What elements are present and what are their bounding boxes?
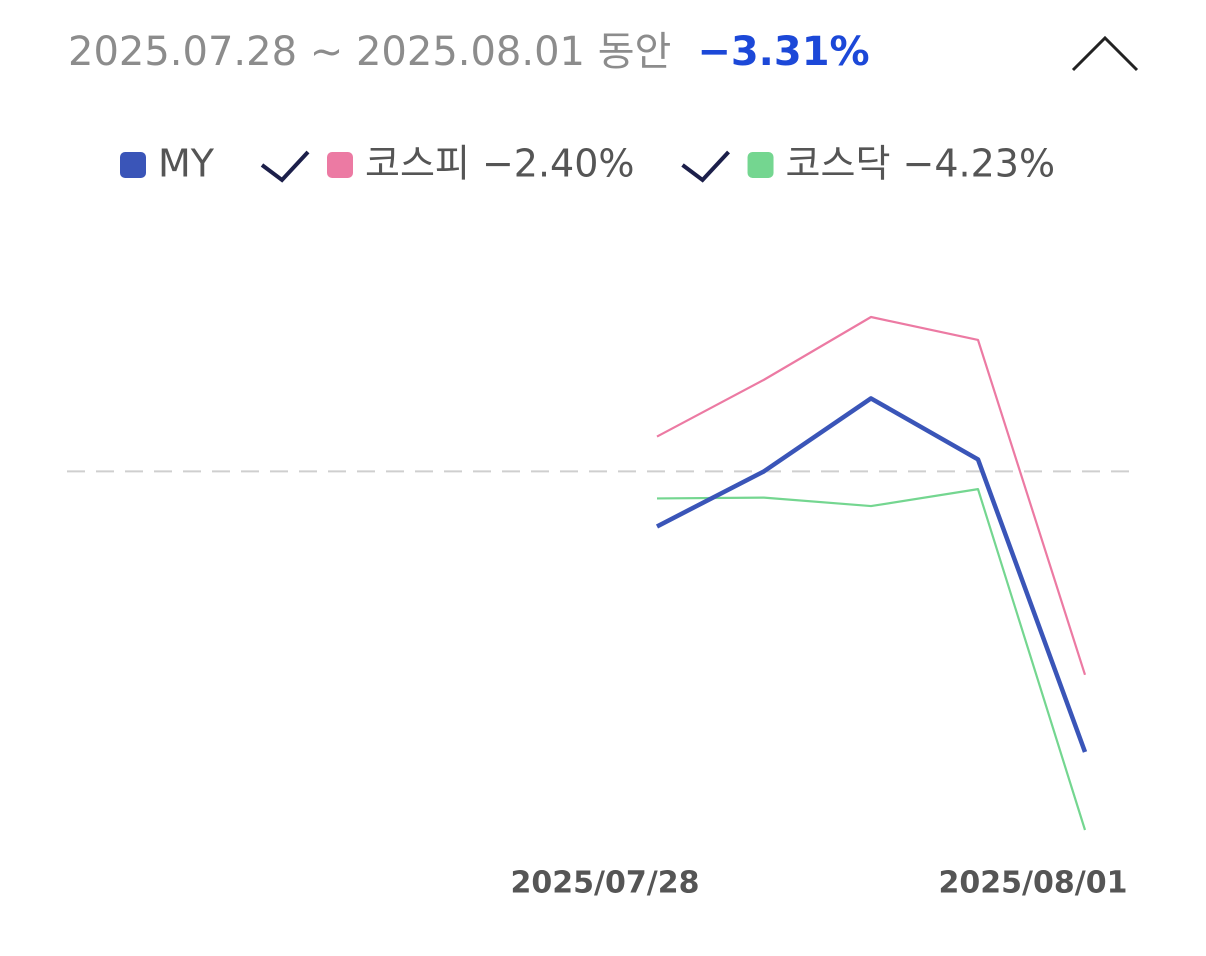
legend-swatch xyxy=(120,152,146,178)
legend-label: 코스피 −2.40% xyxy=(365,142,635,186)
legend-toggle[interactable] xyxy=(681,150,730,183)
legend-toggle[interactable] xyxy=(260,150,310,183)
series-line xyxy=(655,396,1088,753)
series-line xyxy=(656,315,1087,676)
series-line xyxy=(656,488,1087,831)
legend-label: 코스닥 −4.23% xyxy=(786,142,1056,186)
legend-swatch xyxy=(747,152,774,178)
x-tick-label: 2025/07/28 xyxy=(511,866,700,901)
period-title: 2025.07.28 ~ 2025.08.01 동안 xyxy=(68,29,671,75)
period-change: −3.31% xyxy=(697,29,869,75)
legend-swatch xyxy=(327,152,353,178)
x-tick-label: 2025/08/01 xyxy=(939,866,1128,901)
legend: MY 코스피 −2.40% 코스닥 −4.23% xyxy=(120,142,1055,186)
legend-label: MY xyxy=(158,142,215,186)
collapse-toggle[interactable] xyxy=(1071,35,1139,72)
